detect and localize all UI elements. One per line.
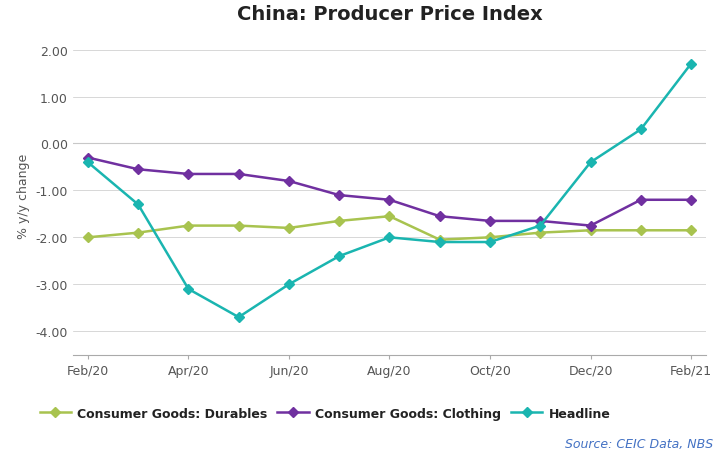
- Consumer Goods: Durables: (4, -1.8): Durables: (4, -1.8): [285, 226, 293, 231]
- Headline: [134, 202, 143, 208]
- Headline: [636, 127, 645, 133]
- Headline: [435, 240, 444, 245]
- Consumer Goods: Clothing: (11, -1.2): Clothing: (11, -1.2): [636, 197, 645, 203]
- Consumer Goods: Clothing: (8, -1.65): Clothing: (8, -1.65): [486, 219, 494, 224]
- Legend: Consumer Goods: Durables, Consumer Goods: Clothing, Headline: Consumer Goods: Durables, Consumer Goods…: [35, 403, 615, 425]
- Line: Headline: Headline: [84, 61, 695, 321]
- Consumer Goods: Clothing: (4, -0.8): Clothing: (4, -0.8): [285, 179, 293, 184]
- Consumer Goods: Durables: (10, -1.85): Durables: (10, -1.85): [586, 228, 595, 233]
- Consumer Goods: Clothing: (6, -1.2): Clothing: (6, -1.2): [385, 197, 394, 203]
- Headline: [586, 160, 595, 166]
- Consumer Goods: Clothing: (9, -1.65): Clothing: (9, -1.65): [536, 219, 545, 224]
- Headline: [234, 315, 243, 320]
- Consumer Goods: Clothing: (0, -0.3): Clothing: (0, -0.3): [84, 156, 92, 161]
- Headline: [486, 240, 494, 245]
- Consumer Goods: Durables: (3, -1.75): Durables: (3, -1.75): [234, 223, 243, 229]
- Headline: [84, 160, 92, 166]
- Consumer Goods: Durables: (8, -2): Durables: (8, -2): [486, 235, 494, 241]
- Consumer Goods: Durables: (2, -1.75): Durables: (2, -1.75): [184, 223, 193, 229]
- Headline: [285, 282, 293, 288]
- Consumer Goods: Durables: (11, -1.85): Durables: (11, -1.85): [636, 228, 645, 233]
- Title: China: Producer Price Index: China: Producer Price Index: [237, 5, 542, 24]
- Consumer Goods: Durables: (12, -1.85): Durables: (12, -1.85): [687, 228, 695, 233]
- Consumer Goods: Clothing: (3, -0.65): Clothing: (3, -0.65): [234, 172, 243, 177]
- Consumer Goods: Durables: (6, -1.55): Durables: (6, -1.55): [385, 214, 394, 219]
- Headline: [536, 223, 545, 229]
- Consumer Goods: Durables: (1, -1.9): Durables: (1, -1.9): [134, 230, 143, 236]
- Consumer Goods: Durables: (0, -2): Durables: (0, -2): [84, 235, 92, 241]
- Consumer Goods: Durables: (5, -1.65): Durables: (5, -1.65): [335, 219, 344, 224]
- Consumer Goods: Durables: (9, -1.9): Durables: (9, -1.9): [536, 230, 545, 236]
- Text: Source: CEIC Data, NBS: Source: CEIC Data, NBS: [566, 437, 713, 450]
- Line: Consumer Goods: Clothing: Consumer Goods: Clothing: [84, 155, 695, 230]
- Consumer Goods: Clothing: (1, -0.55): Clothing: (1, -0.55): [134, 167, 143, 172]
- Headline: [687, 62, 695, 67]
- Consumer Goods: Clothing: (2, -0.65): Clothing: (2, -0.65): [184, 172, 193, 177]
- Y-axis label: % y/y change: % y/y change: [17, 153, 30, 238]
- Consumer Goods: Clothing: (12, -1.2): Clothing: (12, -1.2): [687, 197, 695, 203]
- Consumer Goods: Clothing: (5, -1.1): Clothing: (5, -1.1): [335, 193, 344, 198]
- Consumer Goods: Durables: (7, -2.05): Durables: (7, -2.05): [435, 238, 444, 243]
- Headline: [184, 287, 193, 292]
- Consumer Goods: Clothing: (7, -1.55): Clothing: (7, -1.55): [435, 214, 444, 219]
- Consumer Goods: Clothing: (10, -1.75): Clothing: (10, -1.75): [586, 223, 595, 229]
- Line: Consumer Goods: Durables: Consumer Goods: Durables: [84, 213, 695, 243]
- Headline: [385, 235, 394, 241]
- Headline: [335, 254, 344, 259]
